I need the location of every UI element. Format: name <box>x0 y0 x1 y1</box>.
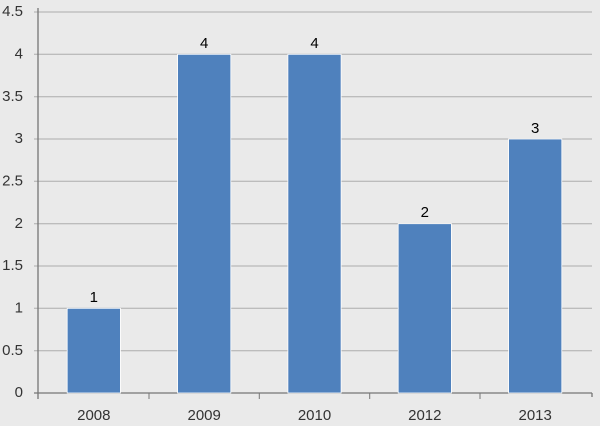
svg-text:2009: 2009 <box>188 407 221 424</box>
svg-text:2012: 2012 <box>408 407 441 424</box>
svg-text:2.5: 2.5 <box>2 173 23 190</box>
svg-text:4: 4 <box>15 46 23 63</box>
svg-text:2008: 2008 <box>77 407 110 424</box>
svg-text:2013: 2013 <box>519 407 552 424</box>
svg-text:1: 1 <box>90 289 98 306</box>
svg-text:0: 0 <box>15 384 23 401</box>
svg-text:0.5: 0.5 <box>2 342 23 359</box>
svg-text:1: 1 <box>15 300 23 317</box>
svg-text:2: 2 <box>421 204 429 221</box>
svg-text:3: 3 <box>15 130 23 147</box>
svg-text:4: 4 <box>200 35 208 52</box>
svg-text:4.5: 4.5 <box>2 3 23 20</box>
svg-text:1.5: 1.5 <box>2 257 23 274</box>
svg-text:2: 2 <box>15 215 23 232</box>
svg-text:4: 4 <box>310 35 318 52</box>
svg-text:3: 3 <box>531 120 539 137</box>
svg-text:3.5: 3.5 <box>2 88 23 105</box>
svg-text:2010: 2010 <box>298 407 331 424</box>
